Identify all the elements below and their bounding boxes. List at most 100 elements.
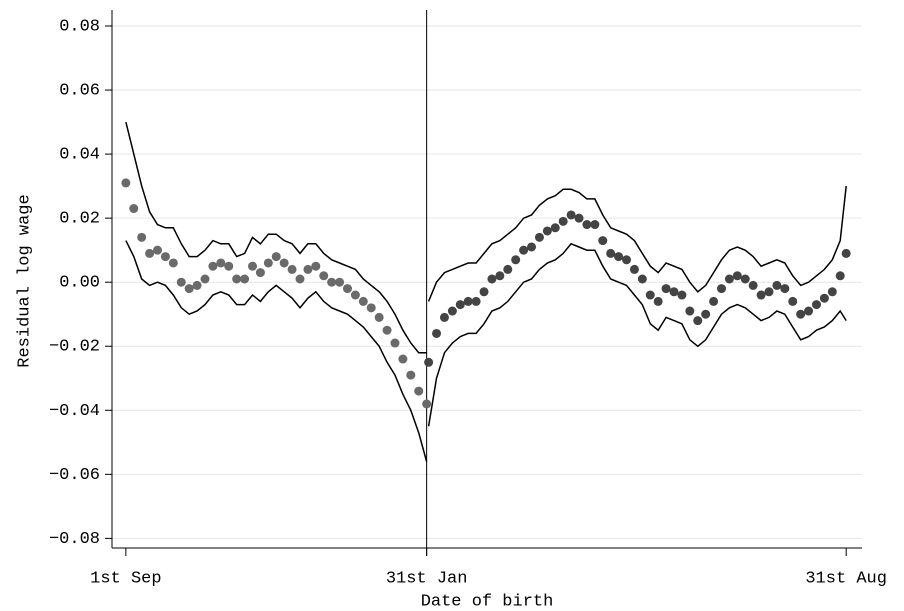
point: [534, 232, 544, 242]
y-tick-label: 0.04: [59, 146, 100, 165]
point: [271, 252, 281, 262]
point: [804, 306, 814, 316]
ci-line: [427, 242, 847, 427]
point: [772, 280, 782, 290]
x-tick-label: 1st Sep: [90, 569, 161, 588]
point: [614, 252, 624, 262]
point: [145, 248, 155, 258]
point: [255, 268, 265, 278]
point: [192, 280, 202, 290]
point: [487, 274, 497, 284]
point: [511, 255, 521, 265]
point: [740, 274, 750, 284]
ci-line: [125, 121, 427, 354]
x-tick-label: 31st Jan: [386, 569, 468, 588]
point: [732, 271, 742, 281]
point: [748, 280, 758, 290]
point: [716, 284, 726, 294]
point: [248, 261, 258, 271]
point: [606, 248, 616, 258]
point: [424, 357, 434, 367]
point: [208, 261, 218, 271]
point: [240, 274, 250, 284]
point: [153, 245, 163, 255]
point: [358, 296, 368, 306]
point: [811, 300, 821, 310]
point: [622, 255, 632, 265]
point: [819, 293, 829, 303]
point: [455, 300, 465, 310]
point: [653, 296, 663, 306]
point: [160, 252, 170, 262]
y-tick-label: 0.08: [59, 17, 100, 36]
point: [342, 284, 352, 294]
point: [463, 296, 473, 306]
point: [366, 303, 376, 313]
point: [200, 274, 210, 284]
point: [542, 226, 552, 236]
point: [835, 271, 845, 281]
point: [503, 264, 513, 274]
point: [629, 264, 639, 274]
point: [724, 274, 734, 284]
y-tick-label: −0.08: [49, 530, 100, 549]
point: [432, 328, 442, 338]
y-tick-label: −0.04: [49, 402, 100, 421]
point: [439, 312, 449, 322]
point: [841, 248, 851, 258]
point: [574, 213, 584, 223]
point: [121, 178, 131, 188]
point: [129, 204, 139, 214]
y-tick-label: 0.00: [59, 274, 100, 293]
point: [390, 338, 400, 348]
point: [645, 290, 655, 300]
ci-line: [427, 186, 847, 302]
point: [422, 399, 432, 409]
y-tick-label: 0.02: [59, 210, 100, 229]
point: [350, 290, 360, 300]
ci-line: [125, 240, 428, 462]
point: [685, 306, 695, 316]
point: [519, 245, 529, 255]
point: [677, 290, 687, 300]
point: [796, 309, 806, 319]
point: [550, 223, 560, 233]
x-axis-label: Date of birth: [421, 592, 554, 611]
point: [788, 296, 798, 306]
point: [398, 354, 408, 364]
point: [471, 296, 481, 306]
point: [414, 386, 424, 396]
point: [263, 258, 273, 268]
point: [374, 312, 384, 322]
point: [566, 210, 576, 220]
point: [637, 274, 647, 284]
point: [669, 287, 679, 297]
point: [319, 271, 329, 281]
point: [527, 242, 537, 252]
y-tick-label: 0.06: [59, 82, 100, 101]
point: [495, 271, 505, 281]
point: [479, 287, 489, 297]
point: [693, 316, 703, 326]
grid-layer: [112, 25, 862, 539]
point: [137, 232, 147, 242]
point: [176, 277, 186, 287]
point: [598, 236, 608, 246]
point: [756, 290, 766, 300]
point: [701, 309, 711, 319]
point: [184, 284, 194, 294]
point: [447, 306, 457, 316]
point: [558, 216, 568, 226]
point: [709, 296, 719, 306]
x-tick-label: 31st Aug: [805, 569, 887, 588]
point: [827, 287, 837, 297]
point: [168, 258, 178, 268]
y-tick-label: −0.06: [49, 466, 100, 485]
point: [406, 370, 416, 380]
point: [327, 277, 337, 287]
point: [287, 264, 297, 274]
y-tick-label: −0.02: [49, 338, 100, 357]
point: [780, 284, 790, 294]
